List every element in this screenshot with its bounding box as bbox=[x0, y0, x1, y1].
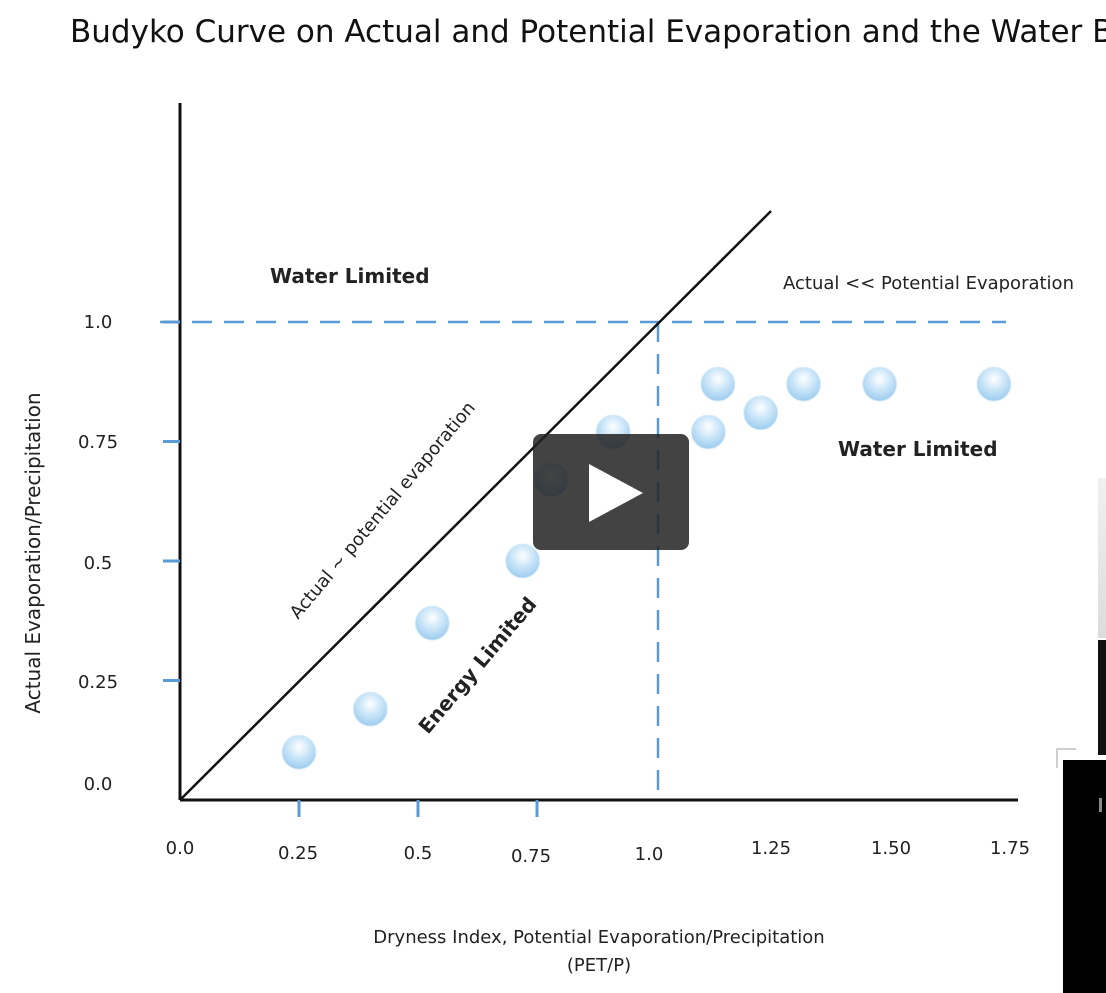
data-point bbox=[862, 366, 898, 402]
data-point bbox=[281, 734, 317, 770]
data-point bbox=[976, 366, 1012, 402]
data-point bbox=[743, 395, 779, 431]
data-point bbox=[414, 605, 450, 641]
y-tick-label: 1.0 bbox=[84, 312, 113, 333]
annotation-water-limited-top: Water Limited bbox=[270, 264, 430, 288]
y-axis-label: Actual Evaporation/Precipitation bbox=[21, 392, 45, 713]
data-point bbox=[505, 543, 541, 579]
data-point bbox=[700, 366, 736, 402]
x-tick-label: 0.75 bbox=[511, 846, 551, 867]
x-axis-label-line2: (PET/P) bbox=[567, 955, 631, 976]
data-point bbox=[786, 366, 822, 402]
annotation-water-limited-right: Water Limited bbox=[838, 437, 998, 461]
y-tick-label: 0.0 bbox=[84, 774, 113, 795]
y-tick-label: 0.75 bbox=[78, 432, 118, 453]
x-tick-label: 0.25 bbox=[278, 843, 318, 864]
y-tick-label: 0.25 bbox=[78, 672, 118, 693]
y-tick-label: 0.5 bbox=[84, 553, 113, 574]
corner-bracket-icon bbox=[1056, 748, 1076, 768]
play-icon bbox=[589, 464, 643, 522]
side-thumbnail-strip bbox=[1098, 478, 1106, 638]
side-thumbnail-dark bbox=[1098, 640, 1106, 755]
x-tick-label: 1.25 bbox=[751, 838, 791, 859]
play-button[interactable] bbox=[533, 434, 689, 550]
annotation-actual-vs-potential: Actual << Potential Evaporation bbox=[783, 273, 1074, 294]
data-point bbox=[690, 414, 726, 450]
side-video-panel[interactable] bbox=[1063, 760, 1106, 993]
x-axis-label: Dryness Index, Potential Evaporation/Pre… bbox=[373, 927, 824, 948]
data-point bbox=[352, 691, 388, 727]
x-tick-label: 0.5 bbox=[404, 843, 433, 864]
x-tick-label: 1.50 bbox=[871, 838, 911, 859]
slide-title: Budyko Curve on Actual and Potential Eva… bbox=[70, 14, 1106, 50]
x-tick-label: 1.0 bbox=[635, 844, 664, 865]
x-tick-label: 1.75 bbox=[990, 838, 1030, 859]
diagonal-1to1-line bbox=[179, 210, 772, 801]
x-tick-label: 0.0 bbox=[166, 838, 195, 859]
panel-marker-icon bbox=[1099, 798, 1102, 812]
annotation-diagonal: Actual ~ potential evaporation bbox=[286, 398, 480, 624]
